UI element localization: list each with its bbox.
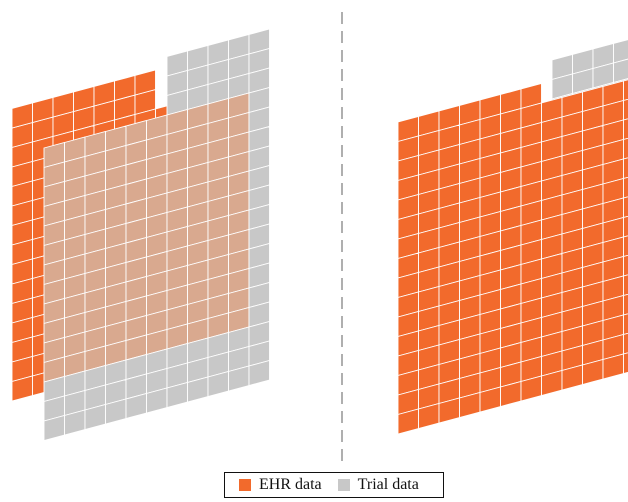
- ehr-cell: [623, 157, 628, 180]
- ehr-cell: [623, 98, 628, 121]
- trial-label: Trial data: [357, 476, 419, 493]
- ehr-cell: [623, 79, 628, 102]
- trial-cell: [613, 39, 628, 64]
- legend-item-ehr: EHR data: [239, 476, 322, 494]
- ehr-cell: [134, 69, 156, 96]
- legend: EHR data Trial data: [224, 472, 444, 498]
- ehr-cell: [623, 352, 628, 375]
- ehr-cell: [623, 118, 628, 141]
- ehr-cell: [623, 254, 628, 277]
- ehr-cell: [623, 196, 628, 219]
- ehr-cell: [623, 235, 628, 258]
- legend-item-trial: Trial data: [337, 476, 419, 494]
- trial-cell: [613, 58, 628, 84]
- ehr-cell: [623, 137, 628, 160]
- trial-swatch: [337, 479, 350, 491]
- ehr-cell: [623, 274, 628, 297]
- ehr-cell: [623, 313, 628, 336]
- ehr-cell: [623, 176, 628, 199]
- right-panel-combined-datasets: [397, 39, 628, 435]
- ehr-swatch: [239, 479, 251, 491]
- trial-cell: [248, 359, 270, 387]
- left-panel-overlapping-datasets: [11, 28, 270, 442]
- ehr-cell: [623, 293, 628, 316]
- ehr-cell: [623, 332, 628, 355]
- ehr-label: EHR data: [259, 476, 322, 493]
- ehr-cell: [623, 215, 628, 238]
